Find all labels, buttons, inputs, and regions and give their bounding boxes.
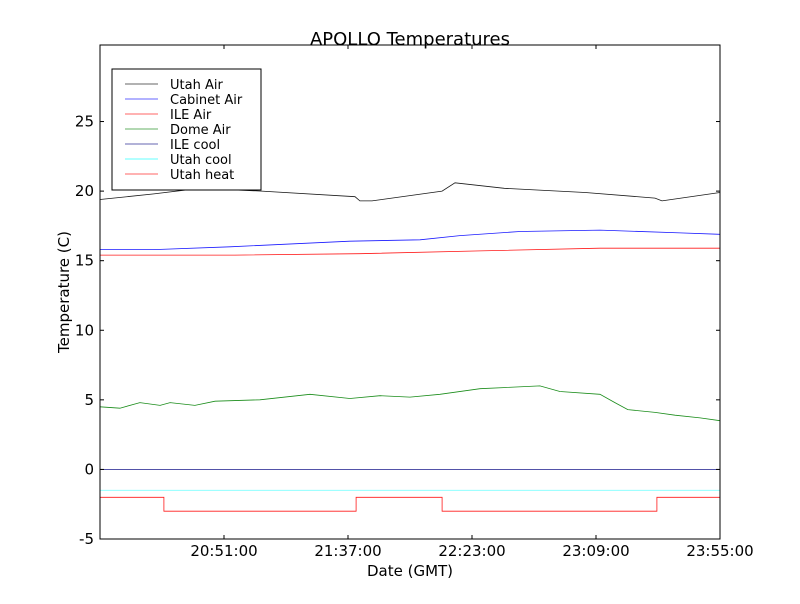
- y-axis-label: Temperature (C): [55, 231, 73, 354]
- x-tick-label: 23:09:00: [562, 542, 629, 560]
- series-line-utah-heat: [99, 496, 720, 539]
- y-tick-label: 20: [75, 182, 94, 200]
- x-tick-label: 20:51:00: [190, 542, 257, 560]
- legend-label: Cabinet Air: [170, 93, 243, 108]
- x-tick-label: 21:37:00: [314, 542, 381, 560]
- y-tick-label: 15: [75, 252, 94, 270]
- legend-label: ILE cool: [170, 138, 220, 153]
- y-tick-label: 0: [84, 460, 94, 478]
- x-tick-label: 22:23:00: [438, 542, 505, 560]
- y-tick-label: 5: [84, 391, 94, 409]
- x-tick-label: 23:55:00: [686, 542, 753, 560]
- x-axis-label: Date (GMT): [367, 562, 453, 580]
- y-tick-label: 10: [75, 321, 94, 339]
- series-line-dome-air: [99, 385, 721, 422]
- chart-title: APOLLO Temperatures: [310, 29, 510, 50]
- series-line-ile-air: [100, 247, 720, 256]
- legend-label: ILE Air: [170, 108, 212, 123]
- legend-label: Utah heat: [170, 168, 234, 183]
- y-tick-label: -5: [79, 530, 94, 548]
- y-tick-label: 25: [75, 113, 94, 131]
- series-line-cabinet-air: [100, 229, 721, 251]
- plot-frame: [99, 44, 721, 540]
- legend-label: Utah Air: [170, 78, 223, 93]
- legend-label: Utah cool: [170, 153, 232, 168]
- legend-label: Dome Air: [170, 123, 231, 138]
